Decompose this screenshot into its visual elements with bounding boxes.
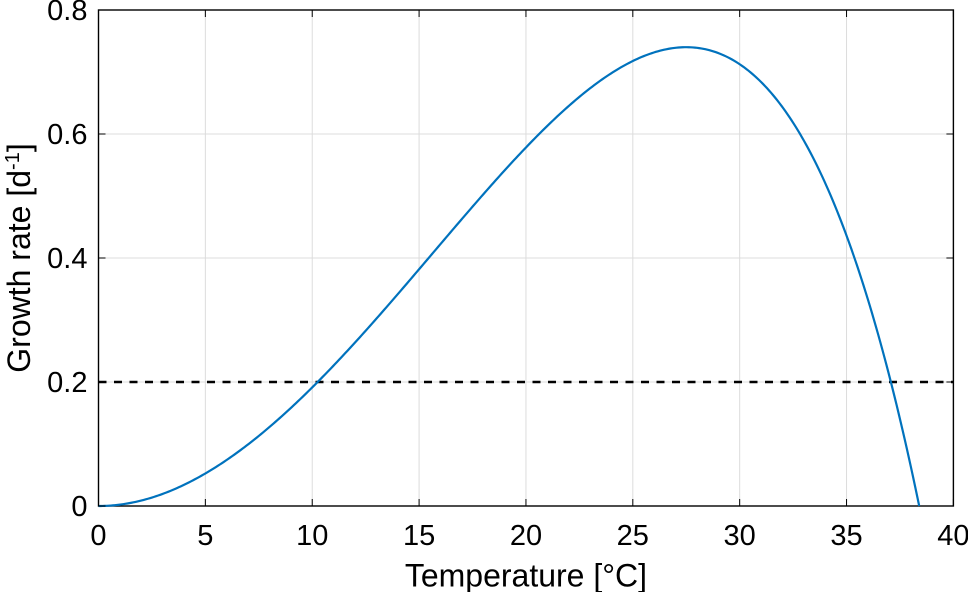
- svg-text:25: 25: [617, 520, 649, 552]
- svg-text:Growth rate [d-1]: Growth rate [d-1]: [1, 143, 37, 372]
- svg-text:10: 10: [296, 520, 328, 552]
- svg-text:0.8: 0.8: [47, 0, 87, 27]
- svg-text:20: 20: [510, 520, 542, 552]
- svg-text:0.6: 0.6: [47, 119, 87, 151]
- svg-text:15: 15: [403, 520, 435, 552]
- svg-text:40: 40: [937, 520, 968, 552]
- svg-text:35: 35: [830, 520, 862, 552]
- svg-text:Temperature [°C]: Temperature [°C]: [405, 558, 647, 592]
- svg-text:0.4: 0.4: [47, 243, 87, 275]
- svg-text:0.2: 0.2: [47, 367, 87, 399]
- svg-text:5: 5: [197, 520, 213, 552]
- svg-text:30: 30: [724, 520, 756, 552]
- svg-text:0: 0: [71, 491, 87, 523]
- svg-text:0: 0: [90, 520, 106, 552]
